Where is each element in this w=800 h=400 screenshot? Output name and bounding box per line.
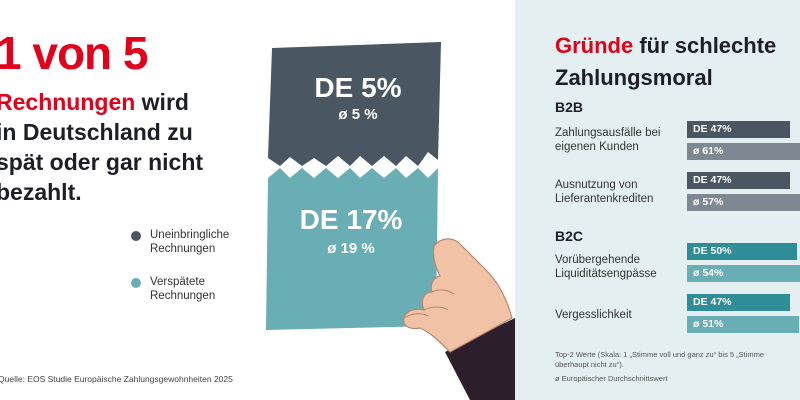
paper-top-sub: ø 5 %: [338, 106, 378, 123]
paper-top-main: DE 5%: [314, 72, 402, 103]
headline-line3: spät oder gar nicht: [0, 149, 204, 175]
bar-avg: ø 51%: [687, 316, 800, 333]
reason-label: Zahlungsausfälle bei eigenen Kunden: [555, 127, 661, 153]
scale-footnote: Top-2 Werte (Skala: 1 „Stimme voll und g…: [555, 350, 765, 369]
reason-label: Ausnutzung von Lieferantenkrediten: [555, 179, 654, 205]
headline-red-word: Rechnungen: [0, 89, 136, 115]
reason-label: Vergesslichkeit: [555, 309, 632, 321]
legend-item-verspaetet: Verspätete Rechnungen: [131, 275, 260, 303]
paper-top-piece: [268, 42, 441, 166]
left-panel: 1 von 5 Rechnungen wird in Deutschland z…: [0, 27, 515, 400]
paper-bottom-piece: [266, 168, 438, 330]
paper-bottom-main: DE 17%: [299, 204, 403, 235]
panel-title: Gründe für schlechte Zahlungsmoral: [555, 30, 776, 94]
right-panel: Gründe für schlechte Zahlungsmoral B2B Z…: [515, 0, 800, 400]
hand-shape: [403, 238, 513, 353]
bar-avg: ø 61%: [687, 143, 800, 160]
headline-line1-rest: wird: [135, 89, 189, 115]
section-b2b: B2B: [555, 99, 584, 115]
reason-label: Vorübergehende Liquiditätsengpässe: [555, 254, 657, 280]
legend-dot-icon: [131, 278, 141, 288]
sleeve-shape: [445, 318, 515, 400]
headline-line4: bezahlt.: [0, 179, 82, 205]
legend-item-uneinbringlich: Uneinbringliche Rechnungen: [131, 228, 260, 256]
headline-text: Rechnungen wird in Deutschland zu spät o…: [0, 87, 276, 207]
section-b2c: B2C: [555, 228, 584, 244]
bar-de: DE 47%: [687, 294, 791, 311]
title-rest: für schlechte: [633, 33, 777, 58]
bar-de: DE 47%: [687, 172, 791, 189]
bar-de: DE 47%: [687, 121, 791, 138]
headline-big: 1 von 5: [0, 27, 149, 79]
paper-bottom-text: DE 17% ø 19 %: [276, 204, 426, 257]
paper-bottom-sub: ø 19 %: [327, 240, 375, 257]
headline-line2: in Deutschland zu: [0, 119, 193, 145]
bar-de: DE 50%: [687, 243, 797, 260]
legend-dot-icon: [131, 231, 141, 241]
legend-label: Uneinbringliche Rechnungen: [150, 229, 230, 255]
paper-top-text: DE 5% ø 5 %: [284, 72, 432, 123]
source-note: Quelle: EOS Studie Europäische Zahlungsg…: [0, 374, 233, 384]
title-line2: Zahlungsmoral: [555, 65, 713, 90]
invoice-hand-illustration: [266, 42, 515, 400]
average-note: ø Europäischer Durchschnittswert: [555, 374, 668, 383]
bar-avg: ø 54%: [687, 265, 800, 282]
legend-label: Verspätete Rechnungen: [150, 276, 216, 302]
bar-avg: ø 57%: [687, 194, 800, 211]
title-red-word: Gründe: [555, 33, 634, 58]
